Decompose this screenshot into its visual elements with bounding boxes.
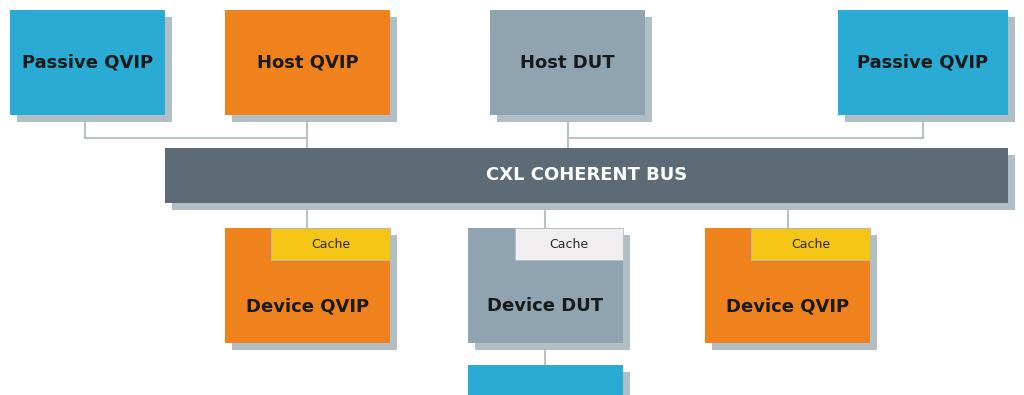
FancyBboxPatch shape <box>752 228 870 260</box>
FancyBboxPatch shape <box>468 228 623 343</box>
FancyBboxPatch shape <box>232 17 397 122</box>
FancyBboxPatch shape <box>475 372 630 395</box>
Text: Cache: Cache <box>311 238 350 250</box>
Text: Cache: Cache <box>549 238 589 250</box>
FancyBboxPatch shape <box>17 17 172 122</box>
FancyBboxPatch shape <box>271 228 390 260</box>
FancyBboxPatch shape <box>225 228 390 343</box>
Text: Device DUT: Device DUT <box>487 297 603 315</box>
FancyBboxPatch shape <box>165 148 1008 203</box>
FancyBboxPatch shape <box>475 235 630 350</box>
FancyBboxPatch shape <box>468 365 623 395</box>
Text: Host DUT: Host DUT <box>520 53 614 71</box>
FancyBboxPatch shape <box>225 10 390 115</box>
FancyBboxPatch shape <box>10 10 165 115</box>
FancyBboxPatch shape <box>838 10 1008 115</box>
FancyBboxPatch shape <box>705 228 870 343</box>
Text: CXL COHERENT BUS: CXL COHERENT BUS <box>485 167 687 184</box>
Text: Passive QVIP: Passive QVIP <box>857 53 988 71</box>
FancyBboxPatch shape <box>712 235 877 350</box>
FancyBboxPatch shape <box>232 235 397 350</box>
Text: Cache: Cache <box>791 238 830 250</box>
Text: Host QVIP: Host QVIP <box>257 53 358 71</box>
Text: Device QVIP: Device QVIP <box>726 297 849 315</box>
Text: Passive QVIP: Passive QVIP <box>22 53 153 71</box>
FancyBboxPatch shape <box>172 155 1015 210</box>
FancyBboxPatch shape <box>845 17 1015 122</box>
FancyBboxPatch shape <box>514 228 623 260</box>
Text: Device QVIP: Device QVIP <box>246 297 369 315</box>
FancyBboxPatch shape <box>497 17 652 122</box>
FancyBboxPatch shape <box>490 10 645 115</box>
